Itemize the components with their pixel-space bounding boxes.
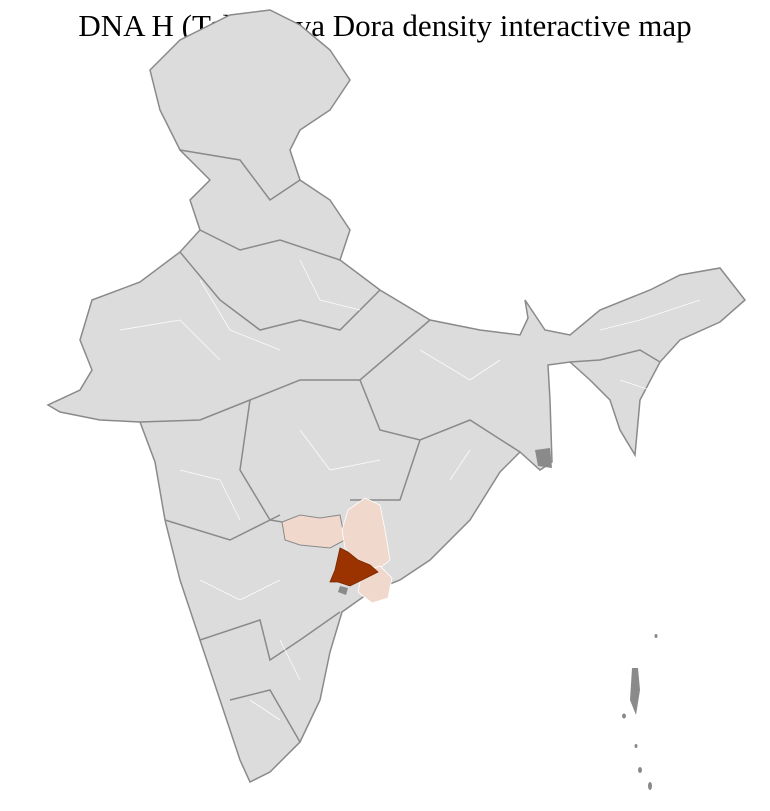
region-southeast-coast-district <box>338 586 348 595</box>
andaman-nicobar-islands <box>622 634 658 790</box>
district-borders <box>119 259 701 721</box>
district-low-density-north[interactable] <box>341 497 391 573</box>
india-landmass[interactable] <box>46 9 747 784</box>
region-sundarbans <box>535 448 552 468</box>
map-title: DNA H (Teli) Koya Dora density interacti… <box>78 8 692 43</box>
state-borders <box>139 149 661 743</box>
district-high-density[interactable] <box>329 547 379 587</box>
